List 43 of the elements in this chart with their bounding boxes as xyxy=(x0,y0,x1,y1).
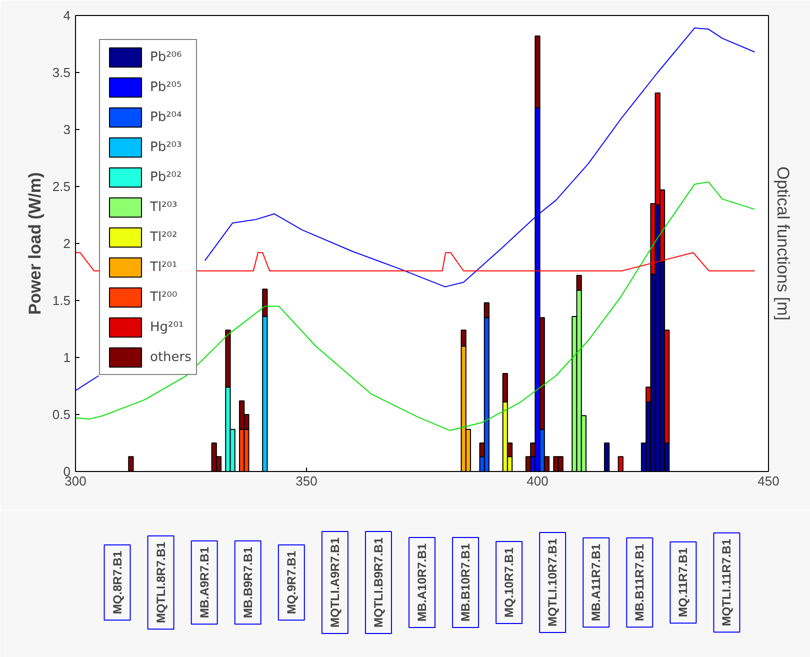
legend-label: Hg²⁰¹ xyxy=(150,320,184,334)
y-tick-label: 2.5 xyxy=(52,179,71,194)
bar xyxy=(604,442,610,472)
x-tick-label: 350 xyxy=(296,474,318,488)
text: MQ.9R7.B1 xyxy=(284,550,298,614)
legend-label: Pb²⁰⁶ xyxy=(150,50,182,64)
legend-label: Pb²⁰⁵ xyxy=(150,80,182,94)
y-tick-label: 4 xyxy=(63,8,71,23)
x-tick-label: 450 xyxy=(758,474,780,488)
legend-label: Tl²⁰¹ xyxy=(150,260,178,274)
y-axis-title: Power load (W/m) xyxy=(25,172,44,315)
legend-label: Pb²⁰² xyxy=(150,170,182,184)
text: MB.A11R7.B1 xyxy=(589,543,604,622)
legend-label: Pb²⁰⁴ xyxy=(150,110,182,124)
text: MQTLI.10R7.B1 xyxy=(546,538,560,627)
text: MQ.8R7.B1 xyxy=(110,550,124,614)
legend-label: Tl²⁰² xyxy=(150,230,178,244)
text: MQ.11R7.B1 xyxy=(676,547,690,618)
y-tick-label: 3 xyxy=(63,122,71,137)
text: MB.B10R7.B1 xyxy=(458,543,473,622)
text: MQTLI.8R7.B1 xyxy=(154,542,168,624)
bar xyxy=(128,456,134,472)
legend-label: Tl²⁰³ xyxy=(150,200,178,214)
legend-label: Pb²⁰³ xyxy=(150,140,182,154)
text: MQTLI.B9R7.B1 xyxy=(371,537,386,628)
x-tick-label: 400 xyxy=(526,474,548,488)
line-series xyxy=(76,181,756,431)
text: MB.A10R7.B1 xyxy=(415,543,429,622)
text: MB.A9R7.B1 xyxy=(197,546,212,618)
legend-label: Tl²⁰⁰ xyxy=(150,290,178,304)
y-tick-label: 0.5 xyxy=(52,407,71,422)
text: MB.B9R7.B1 xyxy=(240,546,255,618)
y-tick-label: 2 xyxy=(63,236,71,251)
legend-label: others xyxy=(150,350,192,364)
bar xyxy=(618,456,624,472)
y-tick-label: 1.5 xyxy=(52,293,71,308)
text: MB.B11R7.B1 xyxy=(632,543,647,622)
text: MQTLI.11R7.B1 xyxy=(720,538,734,626)
text: MQ.10R7.B1 xyxy=(502,547,516,618)
y-tick-label: 3.5 xyxy=(52,65,71,80)
text: MQTLI.A9R7.B1 xyxy=(328,537,342,628)
y2-axis-title: Optical functions [m] xyxy=(774,166,792,321)
y-tick-label: 1 xyxy=(63,350,71,365)
